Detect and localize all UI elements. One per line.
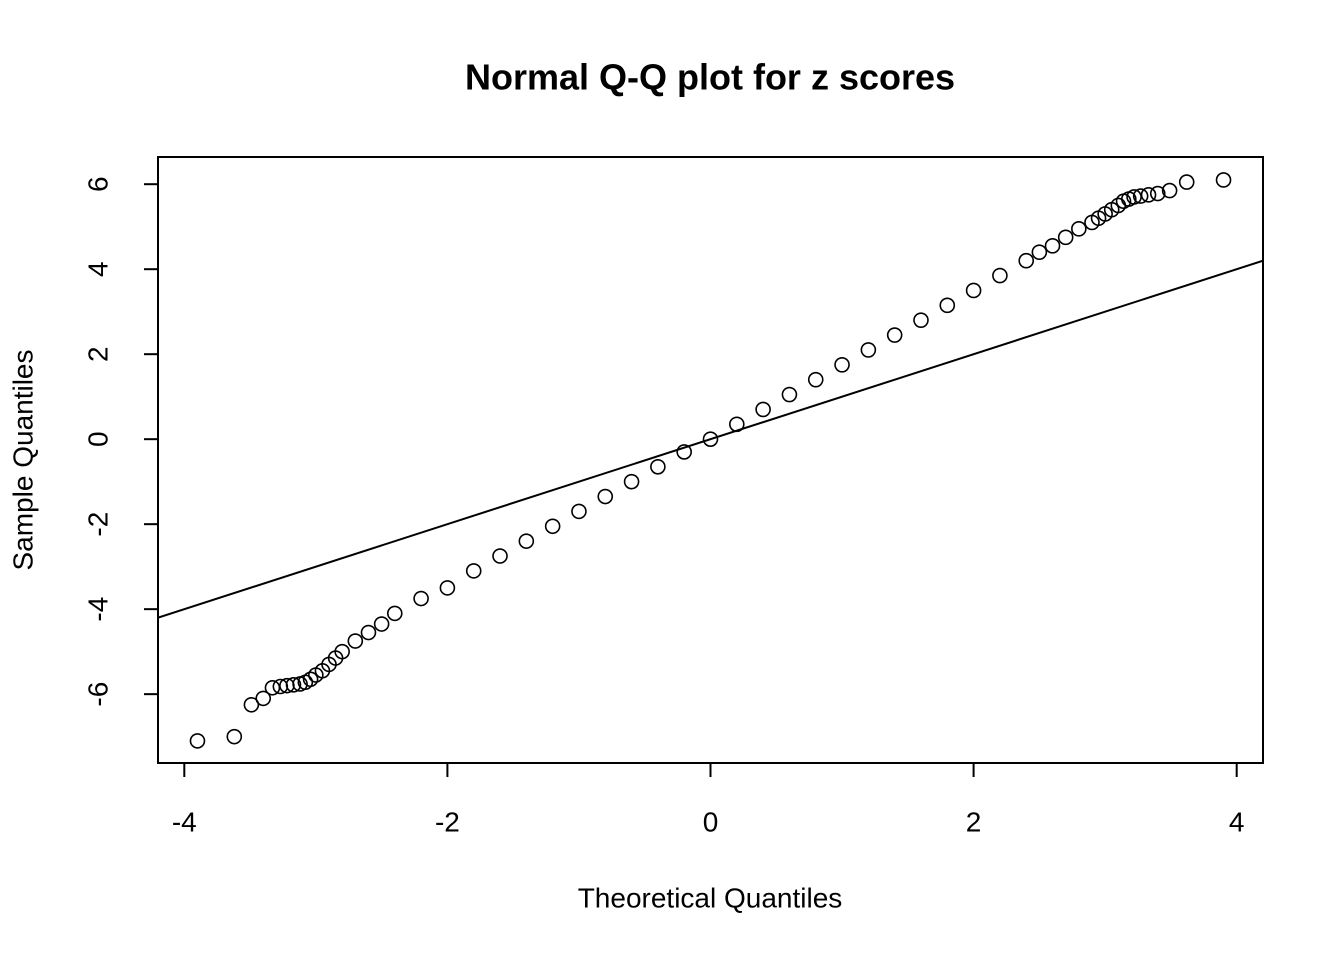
point [243,696,260,713]
point [807,371,824,388]
point [226,728,243,745]
point [860,342,877,358]
point [729,416,745,433]
point [650,458,666,475]
x-axis-label: Theoretical Quantiles [578,882,843,913]
point [913,312,929,328]
x-tick-label: 2 [966,806,982,837]
reference-line [158,259,1263,619]
point [992,267,1008,284]
point [413,590,429,607]
point [360,624,377,641]
point [347,633,364,649]
point [544,518,561,535]
point [1149,185,1166,202]
point [492,548,508,564]
point [1044,238,1061,254]
y-tick-label: -2 [82,512,113,537]
chart-title: Normal Q-Q plot for z scores [465,57,955,98]
point [571,503,587,520]
y-axis-label: Sample Quantiles [7,349,38,570]
point [302,671,319,688]
y-tick-label: 4 [82,261,113,277]
point [386,605,403,622]
point [1215,172,1232,188]
point [255,690,272,707]
y-tick-label: 2 [82,346,113,362]
x-tick-label: -2 [435,806,460,837]
y-tick-label: -6 [82,682,113,707]
point [886,327,903,343]
point [285,677,302,693]
point [702,431,719,447]
point [781,386,798,403]
point [373,616,390,632]
point [334,643,350,660]
point [623,473,640,490]
point [1161,182,1178,199]
point [965,282,982,299]
point [518,533,535,549]
point [939,297,956,314]
y-tick-label: 0 [82,431,113,447]
plot-frame [157,156,1264,764]
x-tick-label: 4 [1229,806,1245,837]
point [1140,187,1157,203]
point [1057,229,1074,246]
point [597,488,614,505]
point [189,733,206,749]
x-tick-label: 0 [703,806,719,837]
point [1031,244,1048,260]
point [1178,174,1195,190]
point [465,563,482,579]
point [1071,221,1087,237]
point [1018,252,1035,269]
point [1132,188,1149,204]
point [439,580,456,596]
point [676,444,692,460]
point [755,401,771,418]
y-tick-label: -4 [82,597,113,622]
y-tick-label: 6 [82,176,113,192]
x-tick-label: -4 [172,806,197,837]
point [834,357,850,373]
